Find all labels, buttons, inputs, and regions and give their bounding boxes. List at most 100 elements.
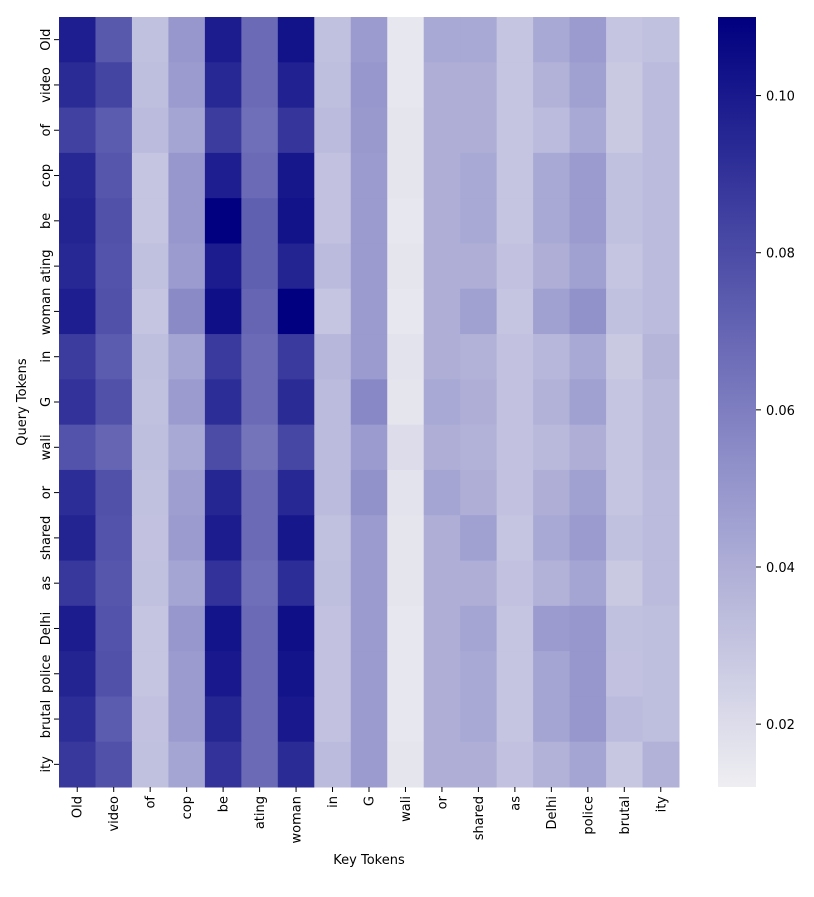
heatmap-cell-12-4 xyxy=(204,560,242,607)
colorbar-tick-label: 0.02 xyxy=(766,718,795,733)
heatmap-cell-12-5 xyxy=(241,560,279,607)
heatmap-cell-1-3 xyxy=(168,62,206,109)
y-tick-label: wali xyxy=(39,434,54,460)
x-tick-label: police xyxy=(581,796,596,835)
heatmap-cell-13-11 xyxy=(460,605,498,652)
y-tick-label: cop xyxy=(39,164,54,187)
heatmap-cell-3-9 xyxy=(387,152,425,199)
heatmap-cell-13-6 xyxy=(277,605,315,652)
heatmap-cell-10-4 xyxy=(204,469,242,516)
heatmap-cell-6-8 xyxy=(350,288,388,335)
heatmap-cell-16-13 xyxy=(533,741,571,788)
heatmap-cell-15-1 xyxy=(95,696,133,743)
heatmap-cell-1-7 xyxy=(314,62,352,109)
heatmap-cell-3-15 xyxy=(606,152,644,199)
heatmap-cell-0-5 xyxy=(241,17,279,63)
heatmap-cell-13-7 xyxy=(314,605,352,652)
heatmap-cell-10-13 xyxy=(533,469,571,516)
heatmap-cell-6-14 xyxy=(569,288,607,335)
heatmap-cell-6-12 xyxy=(496,288,534,335)
heatmap-cell-3-14 xyxy=(569,152,607,199)
heatmap-cell-4-8 xyxy=(350,198,388,244)
heatmap-cell-16-1 xyxy=(95,741,133,788)
heatmap-cell-4-14 xyxy=(569,198,607,244)
heatmap-cell-16-16 xyxy=(642,741,680,788)
heatmap-cells xyxy=(59,17,680,788)
heatmap-cell-9-1 xyxy=(95,424,133,471)
x-tick-label: shared xyxy=(472,796,487,840)
heatmap-cell-1-15 xyxy=(606,62,644,109)
heatmap-cell-9-4 xyxy=(204,424,242,471)
heatmap-cell-13-9 xyxy=(387,605,425,652)
heatmap-cell-1-8 xyxy=(350,62,388,109)
heatmap-cell-2-4 xyxy=(204,107,242,154)
heatmap-cell-0-7 xyxy=(314,17,352,63)
heatmap-cell-16-2 xyxy=(131,741,169,788)
heatmap-cell-13-4 xyxy=(204,605,242,652)
heatmap-cell-15-13 xyxy=(533,696,571,743)
heatmap-cell-16-0 xyxy=(59,741,96,788)
heatmap-cell-12-7 xyxy=(314,560,352,607)
heatmap-cell-3-4 xyxy=(204,152,242,199)
x-tick-label: or xyxy=(435,795,450,809)
heatmap-cell-7-1 xyxy=(95,334,133,380)
heatmap-cell-8-11 xyxy=(460,379,498,426)
heatmap-cell-14-1 xyxy=(95,651,133,697)
heatmap-cell-12-12 xyxy=(496,560,534,607)
heatmap-cell-5-0 xyxy=(59,243,96,290)
heatmap-cell-15-9 xyxy=(387,696,425,743)
heatmap-cell-5-12 xyxy=(496,243,534,290)
y-tick-label: video xyxy=(39,67,54,103)
heatmap-cell-12-9 xyxy=(387,560,425,607)
heatmap-cell-5-4 xyxy=(204,243,242,290)
heatmap-cell-12-1 xyxy=(95,560,133,607)
heatmap-cell-16-14 xyxy=(569,741,607,788)
heatmap-cell-15-4 xyxy=(204,696,242,743)
heatmap-cell-3-8 xyxy=(350,152,388,199)
heatmap-cell-13-5 xyxy=(241,605,279,652)
heatmap-cell-10-9 xyxy=(387,469,425,516)
heatmap-cell-6-9 xyxy=(387,288,425,335)
heatmap-cell-12-3 xyxy=(168,560,206,607)
heatmap-cell-2-15 xyxy=(606,107,644,154)
heatmap-cell-12-6 xyxy=(277,560,315,607)
heatmap-cell-16-9 xyxy=(387,741,425,788)
heatmap-cell-0-8 xyxy=(350,17,388,63)
heatmap-cell-8-7 xyxy=(314,379,352,426)
heatmap-cell-6-16 xyxy=(642,288,680,335)
heatmap-cell-7-9 xyxy=(387,334,425,380)
y-tick-label: Old xyxy=(39,29,54,51)
heatmap-cell-14-0 xyxy=(59,651,96,697)
heatmap-cell-1-11 xyxy=(460,62,498,109)
heatmap-cell-6-11 xyxy=(460,288,498,335)
heatmap-cell-13-0 xyxy=(59,605,96,652)
heatmap-cell-12-0 xyxy=(59,560,96,607)
heatmap-cell-4-12 xyxy=(496,198,534,244)
heatmap-cell-0-13 xyxy=(533,17,571,63)
heatmap-cell-13-8 xyxy=(350,605,388,652)
heatmap-cell-11-4 xyxy=(204,515,242,562)
heatmap-cell-3-1 xyxy=(95,152,133,199)
x-tick-label: as xyxy=(508,796,523,811)
heatmap-cell-10-2 xyxy=(131,469,169,516)
heatmap-cell-4-3 xyxy=(168,198,206,244)
heatmap-cell-9-8 xyxy=(350,424,388,471)
heatmap-cell-3-11 xyxy=(460,152,498,199)
heatmap-cell-8-8 xyxy=(350,379,388,426)
x-tick-label: of xyxy=(144,796,159,809)
heatmap-cell-9-14 xyxy=(569,424,607,471)
heatmap-cell-1-4 xyxy=(204,62,242,109)
heatmap-cell-7-3 xyxy=(168,334,206,380)
heatmap-cell-12-2 xyxy=(131,560,169,607)
heatmap-cell-13-14 xyxy=(569,605,607,652)
heatmap-cell-4-0 xyxy=(59,198,96,244)
heatmap-cell-0-16 xyxy=(642,17,680,63)
heatmap-cell-12-8 xyxy=(350,560,388,607)
x-tick-label: Delhi xyxy=(545,796,560,829)
heatmap-cell-14-10 xyxy=(423,651,461,697)
heatmap-cell-8-12 xyxy=(496,379,534,426)
heatmap-cell-10-14 xyxy=(569,469,607,516)
heatmap-cell-2-14 xyxy=(569,107,607,154)
